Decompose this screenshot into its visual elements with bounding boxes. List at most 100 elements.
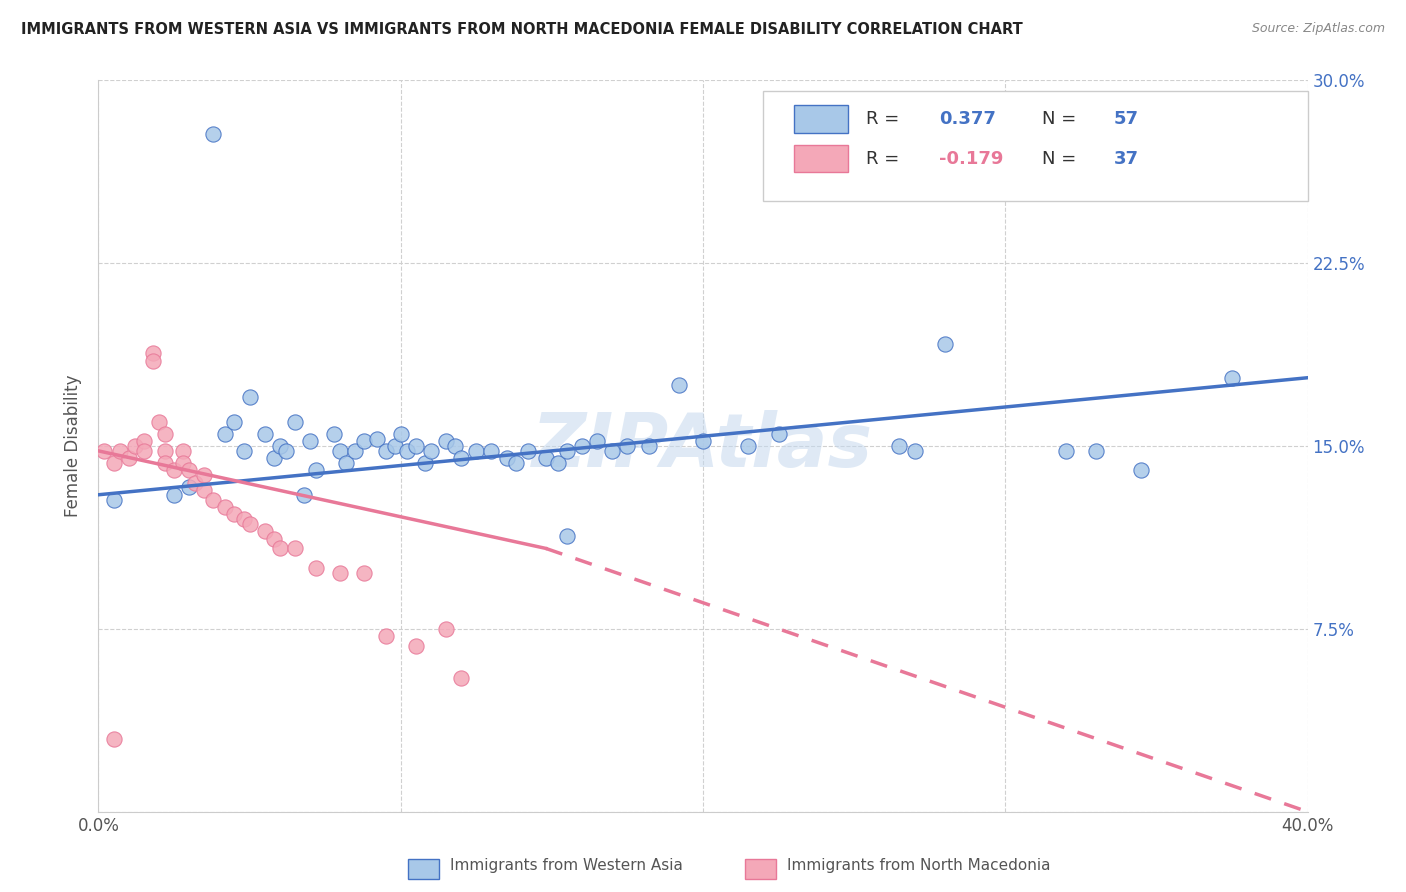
Point [465,443,488,458]
Point [534,451,557,466]
Point [305,463,328,477]
Point [193,468,215,483]
Point [239,390,262,404]
Point [103,492,125,507]
Point [153,456,176,470]
Point [274,443,297,458]
Point [1220,370,1243,384]
Point [284,415,307,429]
Point [889,439,911,453]
Point [389,426,412,441]
Point [668,378,690,392]
Point [495,451,517,466]
Point [305,561,328,575]
FancyBboxPatch shape [763,91,1308,201]
Point [172,456,194,470]
Point [616,439,638,453]
FancyBboxPatch shape [794,105,848,133]
Point [153,426,176,441]
Point [299,434,322,449]
Text: 57: 57 [1114,110,1139,128]
Text: Source: ZipAtlas.com: Source: ZipAtlas.com [1251,22,1385,36]
Point [179,463,201,477]
Point [768,426,790,441]
Point [179,480,201,494]
Point [224,415,246,429]
Point [329,443,352,458]
Text: Immigrants from North Macedonia: Immigrants from North Macedonia [787,858,1050,872]
Point [232,443,254,458]
Text: 0.377: 0.377 [939,110,995,128]
Point [93,443,115,458]
Point [284,541,307,556]
Text: 37: 37 [1114,150,1139,168]
FancyBboxPatch shape [794,145,848,172]
Text: N =: N = [1042,150,1081,168]
Y-axis label: Female Disability: Female Disability [65,375,83,517]
Point [329,566,352,580]
Point [934,336,956,351]
Point [103,456,125,470]
Point [232,512,254,526]
Point [193,483,215,497]
Point [124,439,146,453]
Point [904,443,927,458]
Point [103,731,125,746]
Point [374,443,396,458]
Point [323,426,346,441]
Point [269,439,291,453]
Point [269,541,291,556]
Point [1054,443,1077,458]
Point [505,456,527,470]
Point [163,488,186,502]
Text: -0.179: -0.179 [939,150,1002,168]
Point [335,456,357,470]
Point [108,443,131,458]
Text: Immigrants from Western Asia: Immigrants from Western Asia [450,858,683,872]
Point [571,439,593,453]
Point [142,346,165,360]
Point [547,456,569,470]
Point [434,434,457,449]
Text: R =: R = [866,110,905,128]
Point [214,500,236,514]
Point [405,439,427,453]
Point [214,426,236,441]
Point [413,456,436,470]
Text: R =: R = [866,150,905,168]
Point [692,434,714,449]
Point [637,439,659,453]
Point [163,463,186,477]
Point [434,622,457,636]
Point [555,443,578,458]
Point [420,443,443,458]
Point [366,432,388,446]
Point [450,671,472,685]
Point [481,443,503,458]
Point [374,629,396,643]
Point [263,451,285,466]
Point [1130,463,1153,477]
Point [586,434,609,449]
Point [737,439,759,453]
Point [292,488,315,502]
Point [353,566,375,580]
Point [239,516,262,531]
Point [450,451,472,466]
Point [384,439,406,453]
Text: ZIPAtlas: ZIPAtlas [533,409,873,483]
Point [148,415,170,429]
Point [253,426,276,441]
Point [1085,443,1108,458]
Point [602,443,624,458]
Text: N =: N = [1042,110,1081,128]
Point [202,127,225,141]
Point [516,443,538,458]
Point [172,443,194,458]
Point [555,529,578,543]
Point [142,353,165,368]
Text: IMMIGRANTS FROM WESTERN ASIA VS IMMIGRANTS FROM NORTH MACEDONIA FEMALE DISABILIT: IMMIGRANTS FROM WESTERN ASIA VS IMMIGRAN… [21,22,1022,37]
Point [344,443,367,458]
Point [253,524,276,539]
Point [395,443,418,458]
